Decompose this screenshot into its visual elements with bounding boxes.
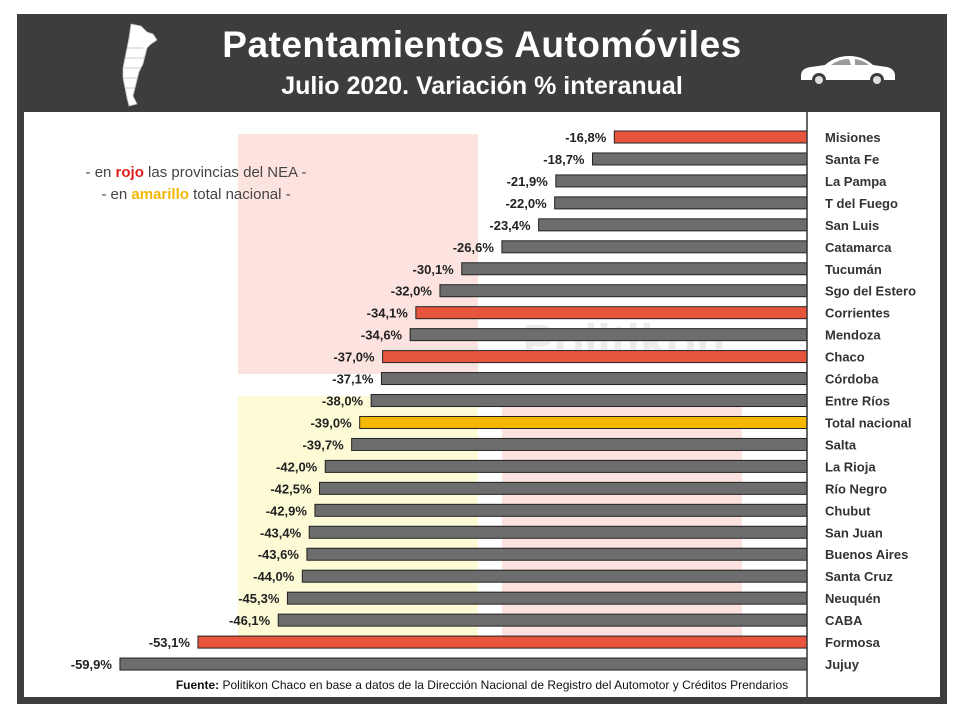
- category-label-12: Entre Ríos: [825, 394, 890, 409]
- category-label-11: Córdoba: [825, 372, 879, 387]
- value-label-16: -42,5%: [270, 481, 312, 496]
- value-label-2: -21,9%: [507, 174, 549, 189]
- source-text: Politikon Chaco en base a datos de la Di…: [219, 678, 789, 692]
- chart-area: Politikon -16,8% Misiones -18,7% Santa Fe -2…: [24, 112, 940, 697]
- bar-14: [351, 437, 808, 451]
- category-label-9: Mendoza: [825, 328, 881, 343]
- category-label-17: Chubut: [825, 503, 871, 518]
- car-icon: [801, 56, 895, 87]
- bar-21: [286, 591, 808, 605]
- source-label: Fuente:: [175, 678, 220, 692]
- value-label-12: -38,0%: [322, 394, 364, 409]
- category-label-23: Formosa: [825, 635, 881, 650]
- bar-0: [613, 130, 808, 144]
- value-label-15: -42,0%: [276, 459, 318, 474]
- category-label-7: Sgo del Estero: [825, 284, 916, 299]
- value-label-17: -42,9%: [266, 503, 308, 518]
- value-label-18: -43,4%: [260, 525, 302, 540]
- legend-red-word: rojo: [115, 164, 144, 181]
- category-label-20: Santa Cruz: [825, 569, 893, 584]
- legend-text: las provincias del NEA -: [143, 164, 307, 181]
- bar-15: [324, 459, 808, 473]
- bar-11: [380, 372, 808, 386]
- legend-note: - en rojo las provincias del NEA - - en …: [46, 162, 346, 206]
- header: Patentamientos Automóviles Julio 2020. V…: [17, 14, 947, 112]
- category-label-15: La Rioja: [825, 459, 876, 474]
- legend-yellow-word: amarillo: [131, 186, 189, 203]
- category-label-6: Tucumán: [825, 262, 882, 277]
- bar-5: [501, 240, 808, 254]
- category-label-13: Total nacional: [825, 415, 911, 430]
- legend-text: - en: [101, 186, 132, 203]
- category-label-21: Neuquén: [825, 591, 881, 606]
- source-note: Fuente: Politikon Chaco en base a datos …: [24, 678, 940, 692]
- total-background-panel: [238, 396, 478, 646]
- value-label-10: -37,0%: [333, 350, 375, 365]
- bar-10: [382, 350, 808, 364]
- bar-24: [119, 657, 808, 671]
- bar-3: [554, 196, 808, 210]
- bar-7: [439, 284, 808, 298]
- legend-text: total nacional -: [188, 186, 291, 203]
- bar-4: [538, 218, 808, 232]
- category-label-5: Catamarca: [825, 240, 892, 255]
- bar-23: [197, 635, 808, 649]
- value-label-11: -37,1%: [332, 372, 374, 387]
- value-label-5: -26,6%: [453, 240, 495, 255]
- value-label-13: -39,0%: [310, 415, 352, 430]
- bar-chart: Politikon -16,8% Misiones-18,7% Santa Fe-2…: [71, 112, 916, 697]
- value-label-21: -45,3%: [238, 591, 280, 606]
- category-label-24: Jujuy: [825, 657, 860, 672]
- category-label-14: Salta: [825, 437, 857, 452]
- bar-16: [319, 481, 808, 495]
- nea-background-panel-lower: [502, 396, 742, 646]
- category-label-8: Corrientes: [825, 306, 890, 321]
- value-label-0: -16,8%: [565, 130, 607, 145]
- value-label-3: -22,0%: [505, 196, 547, 211]
- value-label-6: -30,1%: [413, 262, 455, 277]
- bar-13: [359, 415, 808, 429]
- value-label-14: -39,7%: [302, 437, 344, 452]
- value-label-7: -32,0%: [391, 284, 433, 299]
- value-label-23: -53,1%: [149, 635, 191, 650]
- category-label-22: CABA: [825, 613, 863, 628]
- value-label-1: -18,7%: [543, 152, 585, 167]
- value-label-19: -43,6%: [258, 547, 300, 562]
- chart-frame: Patentamientos Automóviles Julio 2020. V…: [17, 14, 947, 704]
- page-title: Patentamientos Automóviles: [222, 24, 742, 65]
- bar-17: [314, 503, 808, 517]
- bar-9: [409, 328, 808, 342]
- category-label-10: Chaco: [825, 350, 865, 365]
- category-label-19: Buenos Aires: [825, 547, 908, 562]
- bar-2: [555, 174, 808, 188]
- bar-1: [592, 152, 808, 166]
- bars-layer: -16,8% Misiones -18,7% Santa Fe -21,9% La Pam…: [71, 130, 916, 672]
- bar-12: [370, 394, 808, 408]
- page-subtitle: Julio 2020. Variación % interanual: [281, 72, 683, 100]
- category-label-2: La Pampa: [825, 174, 887, 189]
- value-label-4: -23,4%: [489, 218, 531, 233]
- bar-19: [306, 547, 808, 561]
- category-label-4: San Luis: [825, 218, 879, 233]
- bar-8: [415, 306, 808, 320]
- legend-line-nea: - en rojo las provincias del NEA -: [46, 162, 346, 184]
- bar-18: [308, 525, 808, 539]
- category-label-3: T del Fuego: [825, 196, 898, 211]
- category-label-16: Río Negro: [825, 481, 887, 496]
- value-label-20: -44,0%: [253, 569, 295, 584]
- category-label-0: Misiones: [825, 130, 881, 145]
- bar-22: [277, 613, 808, 627]
- value-label-9: -34,6%: [361, 328, 403, 343]
- argentina-map-icon: [122, 23, 158, 107]
- category-label-18: San Juan: [825, 525, 883, 540]
- category-label-1: Santa Fe: [825, 152, 879, 167]
- bar-6: [461, 262, 808, 276]
- bar-20: [301, 569, 808, 583]
- legend-line-total: - en amarillo total nacional -: [46, 184, 346, 206]
- value-label-24: -59,9%: [71, 657, 113, 672]
- legend-text: - en: [85, 164, 116, 181]
- value-label-8: -34,1%: [367, 306, 409, 321]
- value-label-22: -46,1%: [229, 613, 271, 628]
